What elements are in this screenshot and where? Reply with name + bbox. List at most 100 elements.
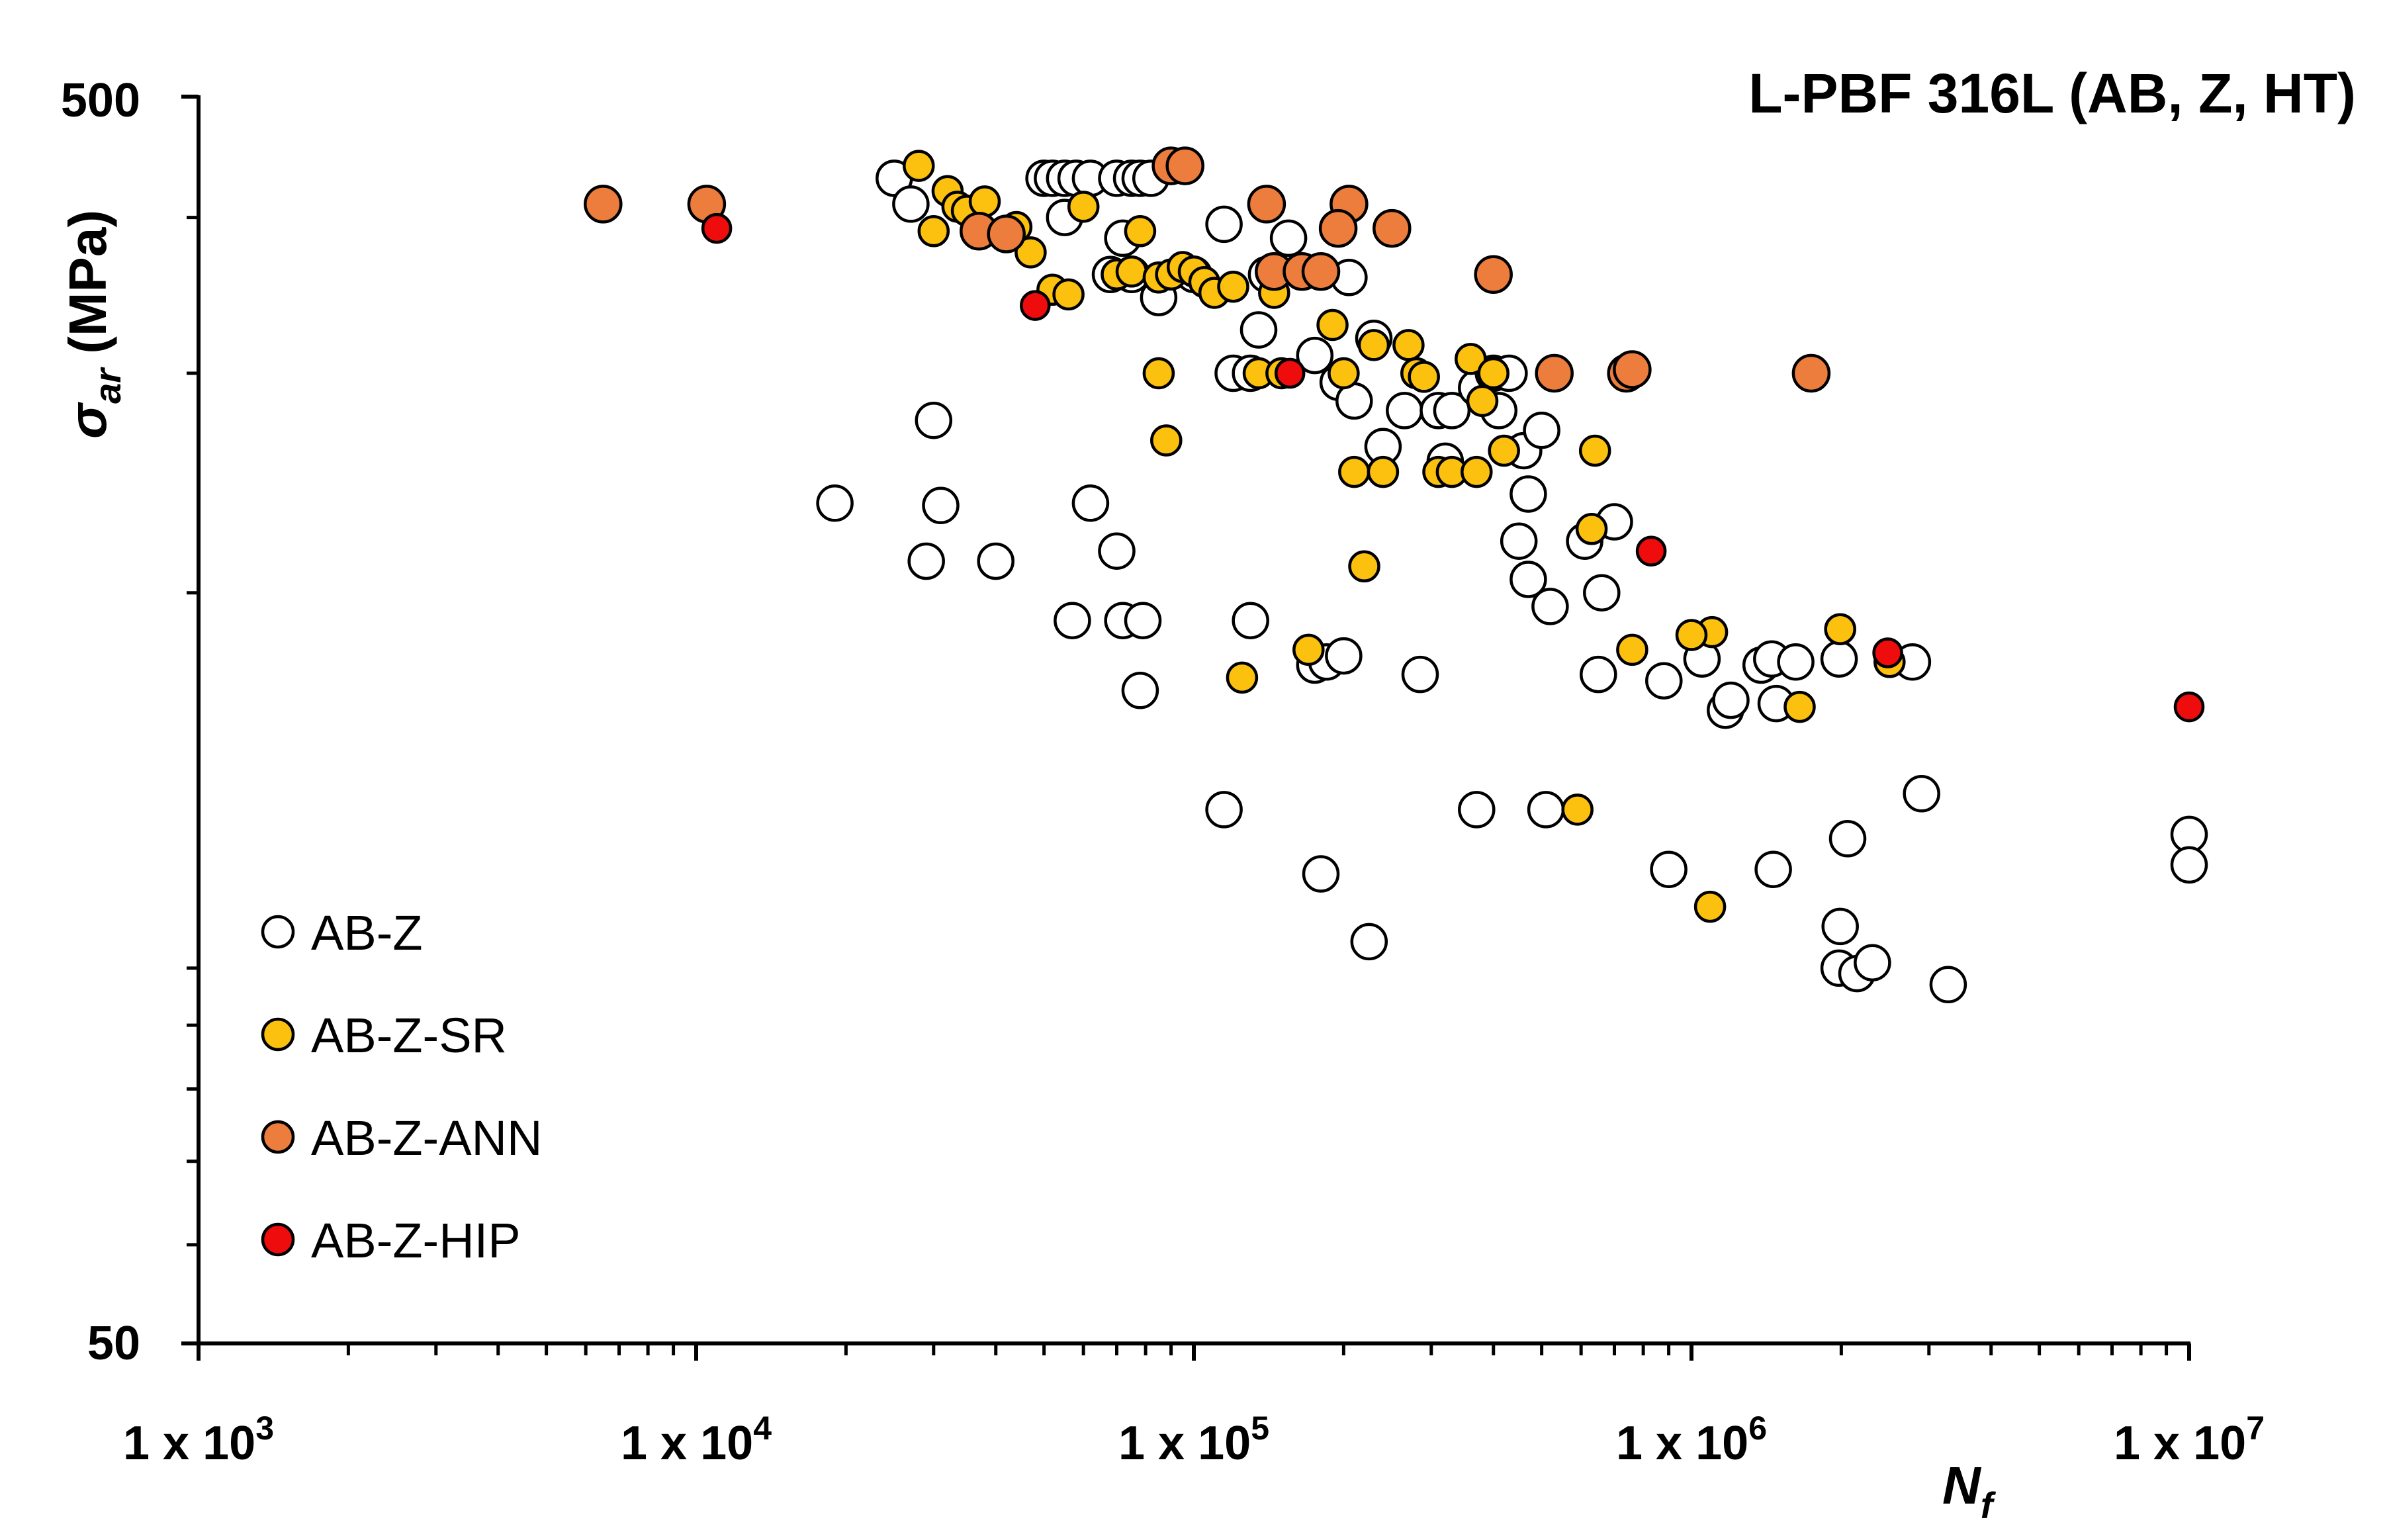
- data-point: [903, 150, 935, 182]
- data-point: [1488, 434, 1520, 467]
- data-point: [1054, 602, 1091, 639]
- data-point: [1854, 944, 1891, 981]
- data-point: [1020, 290, 1051, 321]
- data-point: [2170, 846, 2208, 884]
- data-point: [1791, 353, 1831, 393]
- legend: [261, 915, 295, 1257]
- data-point: [1301, 252, 1341, 291]
- data-point: [1580, 655, 1617, 694]
- data-point: [1509, 561, 1547, 598]
- data-point: [1226, 661, 1259, 694]
- data-point: [1777, 643, 1815, 681]
- data-point: [1500, 522, 1538, 560]
- data-point: [1217, 270, 1249, 303]
- data-point: [1613, 350, 1652, 389]
- y-tick-label-500: 500: [61, 74, 140, 127]
- data-points: [584, 146, 2208, 1004]
- data-point: [1392, 329, 1425, 361]
- x-tick-label-1e3: 1 x 103: [123, 1410, 274, 1470]
- data-point: [2173, 691, 2205, 723]
- data-point: [816, 484, 854, 522]
- series-ab-z-ann: [584, 146, 1831, 393]
- data-point: [1348, 550, 1380, 583]
- data-point: [1014, 236, 1047, 269]
- legend-label-ab-z-sr: AB-Z-SR: [311, 1008, 507, 1063]
- data-point: [907, 542, 945, 580]
- data-point: [1527, 791, 1565, 829]
- axes: [181, 95, 2191, 1361]
- data-point: [1318, 208, 1358, 248]
- legend-marker-ab-z-sr: [261, 1017, 295, 1052]
- data-point: [1820, 640, 1858, 678]
- chart-title: L-PBF 316L (AB, Z, HT): [1748, 62, 2356, 124]
- data-point: [892, 185, 930, 223]
- data-point: [1466, 385, 1499, 418]
- data-point: [1635, 535, 1667, 566]
- data-point: [1165, 146, 1204, 185]
- data-point: [1509, 475, 1547, 513]
- data-point: [1645, 662, 1683, 700]
- data-point: [1205, 791, 1243, 829]
- data-point: [584, 185, 623, 224]
- chart-text: L-PBF 316L (AB, Z, HT) 500 50 1 x 103 1 …: [58, 62, 2356, 1526]
- data-point: [922, 486, 960, 525]
- x-tick-label-1e6: 1 x 106: [1616, 1410, 1767, 1470]
- data-point: [1575, 513, 1608, 545]
- data-point: [1067, 191, 1100, 223]
- x-axis-label: Nf: [1942, 1456, 1997, 1526]
- legend-marker-ab-z-hip: [261, 1222, 295, 1257]
- data-point: [1408, 361, 1440, 393]
- data-point: [1477, 357, 1509, 390]
- data-point: [1828, 820, 1867, 858]
- legend-label-ab-z-hip: AB-Z-HIP: [311, 1213, 521, 1268]
- data-point: [1316, 308, 1349, 341]
- data-point: [1150, 424, 1183, 457]
- data-point: [1328, 357, 1360, 390]
- data-point: [1712, 681, 1750, 719]
- data-point: [1367, 455, 1400, 488]
- data-point: [1872, 637, 1903, 668]
- data-point: [1401, 655, 1439, 694]
- data-point: [1675, 619, 1708, 651]
- x-tick-label-1e4: 1 x 104: [621, 1410, 772, 1470]
- data-point: [1824, 613, 1856, 645]
- data-point: [1583, 574, 1621, 611]
- data-point: [1821, 907, 1859, 946]
- legend-label-ab-z-ann: AB-Z-ANN: [311, 1110, 542, 1165]
- data-point: [1455, 343, 1487, 375]
- data-point: [1121, 672, 1159, 709]
- data-point: [1292, 633, 1325, 666]
- data-point: [1052, 278, 1085, 311]
- data-point: [1124, 602, 1162, 639]
- legend-label-ab-z: AB-Z: [311, 905, 423, 960]
- data-point: [917, 215, 950, 248]
- data-point: [1338, 455, 1371, 488]
- data-point: [1531, 588, 1569, 625]
- data-point: [1461, 455, 1493, 488]
- data-point: [1373, 208, 1412, 248]
- data-point: [977, 542, 1014, 580]
- data-point: [1296, 336, 1334, 375]
- data-point: [1350, 923, 1388, 961]
- x-tick-label-1e7: 1 x 107: [2114, 1410, 2265, 1470]
- data-point: [1239, 311, 1278, 349]
- data-point: [1124, 215, 1157, 248]
- data-point: [1098, 532, 1136, 570]
- series-ab-z: [816, 159, 2208, 1004]
- data-point: [1929, 966, 1967, 1004]
- data-point: [1274, 357, 1306, 389]
- data-point: [1783, 690, 1816, 723]
- data-point: [968, 185, 1001, 218]
- data-point: [1247, 185, 1286, 224]
- data-point: [1474, 255, 1513, 294]
- data-point: [1561, 793, 1594, 826]
- x-tick-label-1e5: 1 x 105: [1118, 1410, 1269, 1470]
- data-point: [1754, 850, 1792, 888]
- data-point: [1205, 205, 1243, 244]
- data-point: [1903, 775, 1940, 813]
- data-point: [1693, 890, 1727, 923]
- data-point: [1142, 357, 1175, 390]
- data-point: [1302, 855, 1340, 893]
- data-point: [1535, 353, 1574, 393]
